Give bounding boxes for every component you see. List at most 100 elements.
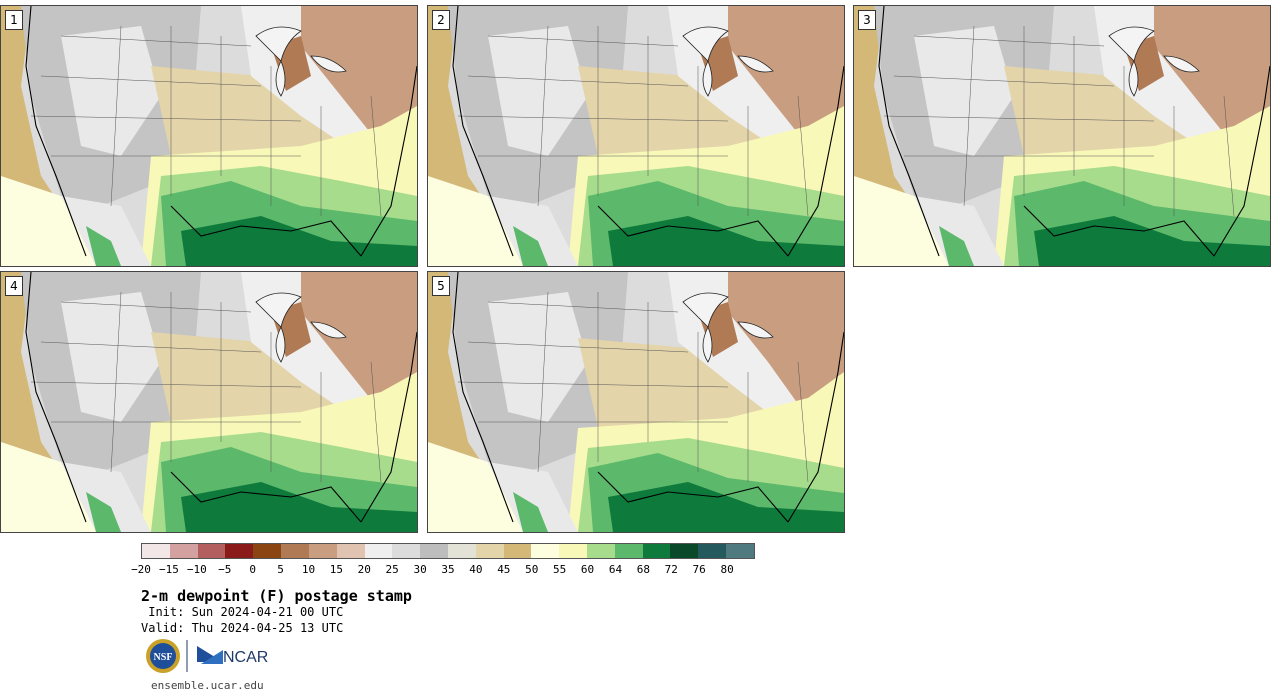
colorbar-tick-label: −10: [186, 563, 207, 576]
colorbar-tick-label: 55: [553, 563, 567, 576]
state-border: [883, 115, 1155, 122]
state-border: [40, 341, 262, 353]
colorbar-swatch: [475, 544, 504, 558]
great-lakes: [1108, 26, 1155, 62]
lake-erie: [310, 321, 347, 339]
colorbar-swatch: [253, 544, 282, 558]
lake-michigan: [275, 60, 286, 97]
mountain-west-light: [488, 26, 588, 156]
northeast-dry: [1154, 6, 1270, 146]
mexico-region: [1, 176, 101, 266]
state-border: [487, 301, 679, 313]
colorbar-swatch: [364, 544, 393, 558]
state-border: [913, 35, 1105, 47]
mountain-west-light: [914, 26, 1014, 156]
colorbar-swatch: [142, 544, 170, 558]
colorbar-swatch: [225, 544, 254, 558]
colorbar-swatch: [614, 544, 643, 558]
colorbar-tick-label: 35: [441, 563, 455, 576]
state-border: [797, 95, 809, 217]
great-lakes: [255, 26, 302, 62]
colorbar-tick-label: 72: [664, 563, 678, 576]
northeast-dry: [301, 272, 417, 412]
colorbar-tick-label: 76: [692, 563, 706, 576]
state-border: [467, 75, 689, 87]
sinaloa-moist: [939, 226, 974, 266]
colorbar-swatch: [587, 544, 615, 558]
state-border: [60, 301, 252, 313]
gulf-coast-moist: [608, 216, 844, 266]
colorbar-tick-label: −20: [131, 563, 151, 576]
state-border: [537, 291, 549, 473]
northeast-dry: [301, 6, 417, 146]
northeast-dry: [728, 272, 844, 418]
member-label-3: 3: [858, 10, 876, 30]
dewpoint-map-2: [428, 6, 844, 266]
state-border: [963, 25, 975, 207]
init-time: Init: Sun 2024-04-21 00 UTC: [141, 605, 344, 619]
lake-erie: [737, 321, 774, 339]
mountain-west-light: [61, 292, 161, 422]
colorbar-swatch: [281, 544, 309, 558]
member-label-1: 1: [5, 10, 23, 30]
ensemble-member-panel-5: 5: [427, 271, 845, 533]
gulf-coast-moist: [608, 482, 844, 532]
colorbar-swatch: [698, 544, 727, 558]
colorbar-tick-label: −5: [218, 563, 232, 576]
colorbar-swatch: [559, 544, 587, 558]
colorbar-tick-label: 5: [277, 563, 284, 576]
state-border: [110, 25, 122, 207]
coastline: [878, 6, 1270, 257]
colorbar-tick-label: 45: [497, 563, 511, 576]
state-border: [893, 75, 1115, 87]
state-border: [30, 381, 302, 388]
ncar-logo-text: NCAR: [223, 649, 268, 666]
mexico-region: [428, 176, 528, 266]
state-border: [1223, 95, 1235, 217]
state-border: [370, 95, 382, 217]
colorbar-tick-label: 68: [636, 563, 650, 576]
nsf-logo: NSF: [146, 639, 180, 673]
colorbar-swatch: [503, 544, 532, 558]
colorbar-swatch: [308, 544, 337, 558]
dewpoint-map-4: [1, 272, 417, 532]
baja-region: [488, 462, 578, 532]
coastline: [452, 272, 844, 523]
nsf-logo-text: NSF: [154, 652, 173, 663]
dewpoint-map-1: [1, 6, 417, 266]
colorbar-swatch: [726, 544, 754, 558]
state-border: [110, 291, 122, 473]
coastline: [25, 272, 417, 523]
sinaloa-moist: [513, 226, 548, 266]
ensemble-member-panel-2: 2: [427, 5, 845, 267]
lake-michigan: [702, 326, 713, 363]
colorbar-ticks: −20 −15 −10 −5 0 5 10 15 20 25 30 35 40 45 50 55 60 64 68 7…: [131, 563, 755, 577]
colorbar-tick-label: 60: [580, 563, 595, 576]
baja-region: [61, 196, 151, 266]
member-label-2: 2: [432, 10, 450, 30]
colorbar-tick-label: 15: [329, 563, 343, 576]
colorbar-tick-label: 80: [720, 563, 734, 576]
dewpoint-colorbar: [141, 543, 755, 559]
sinaloa-moist: [513, 492, 548, 532]
state-border: [797, 361, 809, 483]
lake-michigan: [275, 326, 286, 363]
dewpoint-map-5: [428, 272, 844, 532]
state-border: [537, 25, 549, 207]
lake-erie: [737, 55, 774, 73]
mountain-west-light: [488, 292, 588, 422]
colorbar-tick-label: 25: [385, 563, 399, 576]
ensemble-member-panel-1: 1: [0, 5, 418, 267]
great-lakes: [255, 292, 302, 328]
colorbar-swatch: [197, 544, 226, 558]
northeast-dry: [728, 6, 844, 146]
great-lakes: [682, 26, 729, 62]
coastline: [25, 6, 417, 257]
colorbar-swatch: [642, 544, 671, 558]
mountain-west-light: [61, 26, 161, 156]
state-border: [40, 75, 262, 87]
lake-erie: [1163, 55, 1200, 73]
colorbar-tick-label: 10: [301, 563, 316, 576]
ensemble-member-panel-3: 3: [853, 5, 1271, 267]
coastline: [452, 6, 844, 257]
